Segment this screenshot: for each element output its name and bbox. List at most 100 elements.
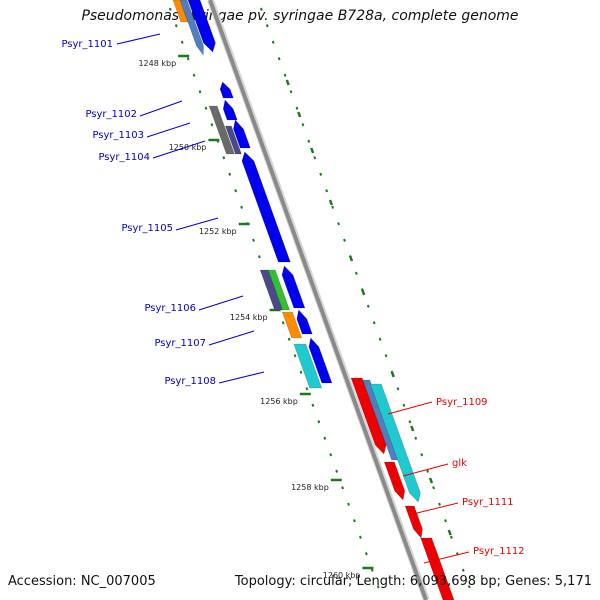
inner-tick-mark [329,453,333,457]
inner-tick-mark [370,568,374,572]
outer-tick-mark [402,403,406,407]
gene-leader-line [198,295,244,311]
tick-label: 1252 kbp [199,227,237,236]
gene-label: Psyr_1106 [144,303,196,314]
outer-major-tick [297,111,302,118]
gene-leader-line [387,401,433,415]
outer-tick-mark [354,271,358,275]
inner-tick-mark [204,106,208,110]
gene-leader-line [208,330,255,346]
inner-tick-mark [317,420,321,424]
tick-layer: 1248 kbp 1250 kbp 1252 kbp 1254 kbp 1256 kbp… [138,7,471,589]
inner-tick-mark [252,238,255,242]
tick-label: 1260 kbp [323,571,361,580]
gene-label: Psyr_1107 [154,338,206,349]
outer-tick-mark [384,354,388,358]
feature-slate [224,125,242,155]
outer-major-tick [285,79,290,86]
outer-major-tick [348,255,354,262]
outer-tick-mark [432,486,435,490]
gene-leader-line [218,371,265,384]
outer-tick-mark [325,189,329,193]
inner-tick-mark [174,24,178,28]
genome-stats-text: Topology: circular; Length: 6,093,698 bp… [234,574,592,589]
outer-tick-mark [467,585,471,589]
feature-blue [241,151,291,263]
feature-green [267,269,291,311]
inner-tick-mark [228,172,232,176]
outer-tick-mark [331,205,335,209]
feature-steelblue [179,0,204,56]
tick-label: 1248 kbp [138,59,176,68]
gene-leader-line [139,100,183,117]
outer-tick-mark [313,156,317,160]
gene-label: Psyr_1103 [92,130,144,141]
inner-tick-mark [335,469,339,473]
gene-label: Psyr_1104 [98,152,150,163]
tick-label: 1256 kbp [260,397,298,406]
inner-tick-mark [347,502,350,506]
inner-tick-mark [186,57,190,61]
outer-major-tick [310,147,315,154]
outer-tick-mark [295,106,299,110]
inner-tick-mark [287,337,291,341]
gene-label: Psyr_1112 [473,546,525,557]
outer-tick-mark [461,568,465,572]
label-layer: Psyr_1101 Psyr_1102 Psyr_1103 Psyr_1104 Psyr… [61,33,525,564]
outer-major-tick [428,477,434,484]
feature-blue [281,265,306,309]
inner-tick-mark [198,90,202,94]
gene-label: glk [452,458,467,469]
inner-tick-mark [376,585,380,589]
inner-tick-mark [192,73,196,77]
outer-tick-mark [426,469,430,473]
outer-major-tick [447,529,452,536]
feature-red [350,377,387,455]
outer-tick-mark [366,304,370,308]
feature-blue [308,337,333,384]
outer-tick-mark [420,453,424,457]
gene-label: Psyr_1108 [164,376,216,387]
feature-gray [208,105,235,155]
feature-blue [233,119,251,149]
gene-label: Psyr_1111 [462,497,514,508]
feature-orange [172,0,189,23]
inner-tick-mark [168,7,172,11]
outer-tick-mark [378,337,382,341]
gene-label: Psyr_1102 [85,109,137,120]
inner-tick-mark [210,123,214,127]
feature-blue [219,81,234,99]
inner-tick-mark [341,486,344,490]
feature-blue [187,0,216,53]
gene-leader-line [116,33,161,45]
outer-tick-mark [259,7,263,11]
outer-tick-mark [265,24,269,28]
outer-major-tick [410,425,415,432]
feature-cyan [369,383,421,503]
feature-red [383,461,406,501]
outer-tick-mark [283,73,287,77]
inner-tick-mark [305,387,309,391]
accession-text: Accession: NC_007005 [8,574,156,589]
feature-blue [222,99,238,121]
inner-tick-mark [258,255,261,259]
gene-leader-line [402,463,449,477]
feature-blue [296,309,313,335]
feature-orange [281,311,303,339]
feature-red [420,537,455,600]
tick-label: 1254 kbp [230,313,268,322]
inner-tick-mark [353,519,356,523]
gene-leader-line [412,502,459,515]
outer-tick-mark [271,40,275,44]
outer-tick-mark [277,57,281,61]
outer-major-tick [328,199,333,206]
outer-tick-mark [343,238,346,242]
backbone-layer [207,0,430,600]
gene-leader-line [423,551,470,564]
feature-layer [172,0,455,600]
inner-tick-mark [364,552,368,556]
outer-tick-mark [307,139,311,143]
gene-label: Psyr_1105 [121,223,173,234]
outer-tick-mark [396,387,400,391]
